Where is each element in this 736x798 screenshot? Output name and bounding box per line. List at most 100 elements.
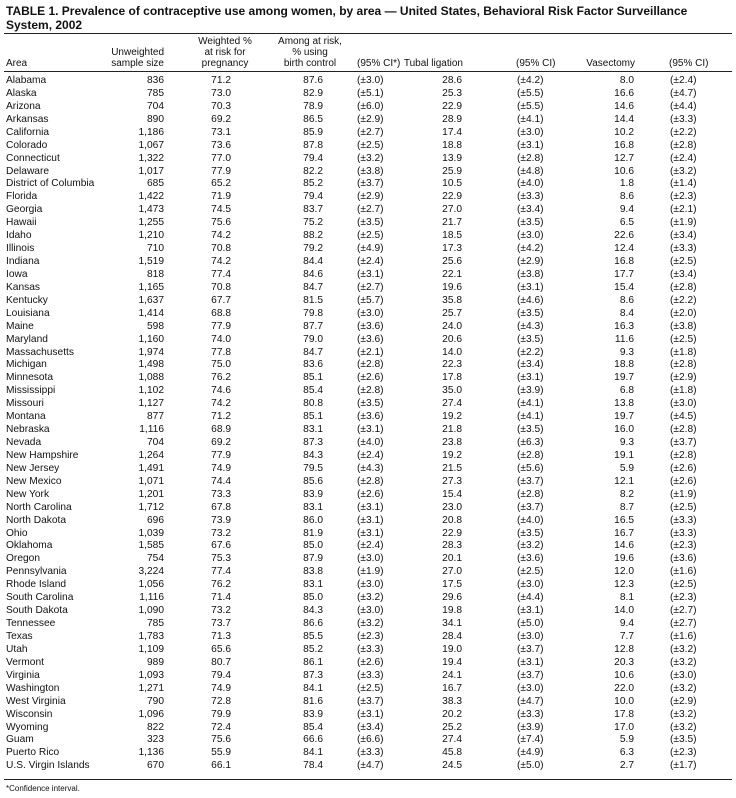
cell-bc-ci: (±2.4)	[357, 540, 384, 552]
cell-area: Louisiana	[6, 307, 50, 319]
table-row: U.S. Virgin Islands 670 66.1 78.4 (±4.7) 24.5…	[0, 759, 736, 772]
cell-weighted: 73.1	[211, 126, 231, 138]
cell-bc: 84.7	[303, 281, 323, 293]
cell-sample: 822	[147, 721, 164, 733]
table-row: New York 1,201 73.3 83.9 (±2.6) 15.4 (±2.8) 8.2…	[0, 488, 736, 501]
header-bc-ci: (95% CI*)	[357, 58, 401, 69]
cell-tubal: 19.0	[442, 643, 462, 655]
table-row: Texas 1,783 71.3 85.5 (±2.3) 28.4 (±3.0) 7.7 (±1…	[0, 630, 736, 643]
cell-area: Connecticut	[6, 152, 60, 164]
cell-area: Arkansas	[6, 113, 49, 125]
cell-vas-ci: (±1.4)	[670, 178, 697, 190]
table-row: Oregon 754 75.3 87.9 (±3.0) 20.1 (±3.6) 19.6 (±3…	[0, 552, 736, 565]
cell-vas: 19.6	[614, 553, 634, 565]
cell-vas-ci: (±3.2)	[670, 721, 697, 733]
cell-sample: 1,491	[138, 462, 165, 474]
cell-tubal-ci: (±3.9)	[517, 385, 544, 397]
cell-bc: 87.3	[303, 669, 323, 681]
cell-sample: 785	[147, 618, 164, 630]
table-row: Florida 1,422 71.9 79.4 (±2.9) 22.9 (±3.3) 8.6 (…	[0, 190, 736, 203]
cell-weighted: 73.6	[211, 139, 231, 151]
cell-weighted: 76.2	[211, 372, 231, 384]
cell-tubal-ci: (±5.6)	[517, 462, 544, 474]
cell-weighted: 69.2	[211, 437, 231, 449]
cell-bc: 84.4	[303, 256, 323, 268]
cell-weighted: 55.9	[211, 747, 231, 759]
cell-tubal-ci: (±3.2)	[517, 540, 544, 552]
cell-vas-ci: (±3.4)	[670, 230, 697, 242]
cell-vas-ci: (±2.8)	[670, 281, 697, 293]
cell-sample: 1,974	[138, 346, 165, 358]
cell-tubal-ci: (±3.7)	[517, 643, 544, 655]
cell-weighted: 80.7	[211, 656, 231, 668]
table-row: Puerto Rico 1,136 55.9 84.1 (±3.3) 45.8 (±4.9)…	[0, 746, 736, 759]
cell-area: Maryland	[6, 333, 48, 345]
cell-tubal-ci: (±2.8)	[517, 449, 544, 461]
cell-bc-ci: (±2.5)	[357, 139, 384, 151]
table-row: Colorado 1,067 73.6 87.8 (±2.5) 18.8 (±3.1) 16.…	[0, 139, 736, 152]
cell-vas-ci: (±3.2)	[670, 682, 697, 694]
cell-vas: 16.7	[614, 527, 634, 539]
table-row: Delaware 1,017 77.9 82.2 (±3.8) 25.9 (±4.8) 10.…	[0, 165, 736, 178]
cell-bc: 86.1	[303, 656, 323, 668]
table-row: Iowa 818 77.4 84.6 (±3.1) 22.1 (±3.8) 17.7 (±3.4…	[0, 268, 736, 281]
cell-area: New Hampshire	[6, 449, 79, 461]
cell-bc: 83.9	[303, 488, 323, 500]
cell-vas: 12.7	[614, 152, 634, 164]
cell-tubal-ci: (±3.4)	[517, 204, 544, 216]
cell-area: South Carolina	[6, 592, 74, 604]
cell-vas: 17.8	[614, 708, 634, 720]
cell-sample: 1,165	[138, 281, 165, 293]
cell-bc-ci: (±3.2)	[357, 592, 384, 604]
cell-vas: 14.4	[614, 113, 634, 125]
cell-sample: 836	[147, 75, 164, 86]
cell-vas: 18.8	[614, 359, 634, 371]
cell-tubal-ci: (±2.5)	[517, 566, 544, 578]
cell-area: Vermont	[6, 656, 44, 668]
table-row: California 1,186 73.1 85.9 (±2.7) 17.4 (±3.0) 1…	[0, 126, 736, 139]
cell-sample: 1,186	[138, 126, 165, 138]
cell-area: Colorado	[6, 139, 48, 151]
cell-sample: 785	[147, 87, 164, 99]
cell-weighted: 70.8	[211, 243, 231, 255]
table-row: South Carolina 1,116 71.4 85.0 (±3.2) 29.6 (±4…	[0, 591, 736, 604]
cell-area: Missouri	[6, 398, 44, 410]
cell-sample: 1,127	[138, 398, 165, 410]
cell-weighted: 71.4	[211, 592, 231, 604]
table-row: Guam 323 75.6 66.6 (±6.6) 27.4 (±7.4) 5.9 (±3.5)	[0, 733, 736, 746]
cell-weighted: 75.3	[211, 553, 231, 565]
cell-bc: 86.5	[303, 113, 323, 125]
table-row: Kentucky 1,637 67.7 81.5 (±5.7) 35.8 (±4.6) 8.6…	[0, 294, 736, 307]
cell-tubal: 28.4	[442, 630, 462, 642]
cell-weighted: 74.2	[211, 230, 231, 242]
cell-tubal-ci: (±4.0)	[517, 514, 544, 526]
cell-sample: 685	[147, 178, 164, 190]
cell-area: Oregon	[6, 553, 40, 565]
cell-bc-ci: (±2.9)	[357, 113, 384, 125]
cell-area: Hawaii	[6, 217, 37, 229]
cell-weighted: 74.0	[211, 333, 231, 345]
cell-vas: 5.9	[619, 734, 634, 746]
cell-vas-ci: (±3.8)	[670, 320, 697, 332]
cell-area: Mississippi	[6, 385, 56, 397]
cell-tubal: 10.5	[442, 178, 462, 190]
cell-bc-ci: (±3.2)	[357, 618, 384, 630]
table-row: New Hampshire 1,264 77.9 84.3 (±2.4) 19.2 (±2.…	[0, 449, 736, 462]
cell-sample: 1,071	[138, 475, 165, 487]
cell-vas-ci: (±2.8)	[670, 424, 697, 436]
cell-sample: 1,414	[138, 307, 165, 319]
cell-vas: 14.6	[614, 100, 634, 112]
cell-bc: 81.9	[303, 527, 323, 539]
header-birth-control: Among at risk, % using birth control	[270, 36, 350, 69]
cell-sample: 1,519	[138, 256, 165, 268]
cell-area: Delaware	[6, 165, 50, 177]
cell-sample: 696	[147, 514, 164, 526]
cell-vas-ci: (±3.2)	[670, 708, 697, 720]
cell-vas-ci: (±2.6)	[670, 462, 697, 474]
cell-tubal: 14.0	[442, 346, 462, 358]
cell-vas: 9.3	[619, 346, 634, 358]
cell-weighted: 74.6	[211, 385, 231, 397]
table-row: Massachusetts 1,974 77.8 84.7 (±2.1) 14.0 (±2.…	[0, 346, 736, 359]
cell-area: Nebraska	[6, 424, 50, 436]
cell-tubal-ci: (±3.5)	[517, 307, 544, 319]
